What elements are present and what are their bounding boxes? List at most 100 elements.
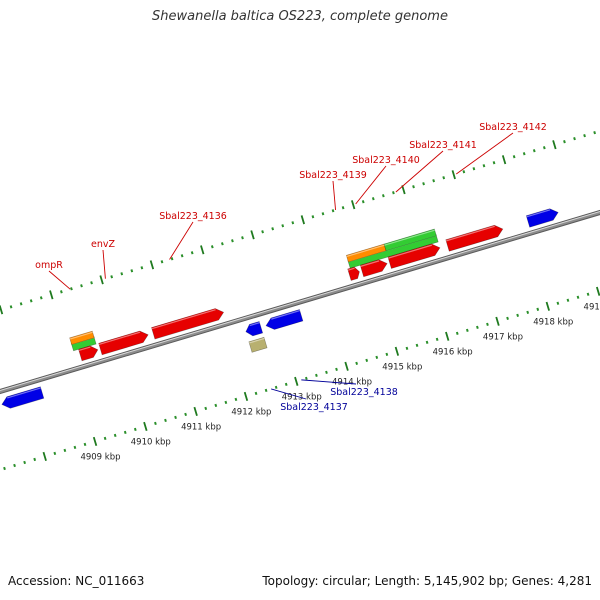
gene-sbal223-4136-arrow — [151, 308, 225, 340]
forward-track-minor-tick — [120, 272, 124, 276]
reverse-track-major-tick — [42, 451, 47, 462]
scale-label: 4917 kbp — [483, 333, 523, 343]
gene-sbal223-4136-arrow-highlight — [151, 309, 216, 330]
forward-track-minor-tick — [331, 209, 335, 213]
genome-title: Shewanella baltica OS223, complete genom… — [152, 9, 448, 24]
forward-track-minor-tick — [311, 215, 315, 219]
forward-track-major-tick — [99, 275, 104, 285]
feature-orange-box-highlight — [346, 244, 385, 258]
reverse-track-minor-tick — [365, 358, 369, 362]
feature-blue-box — [525, 208, 559, 228]
forward-track-minor-tick — [593, 131, 596, 135]
reverse-track-minor-tick — [556, 301, 560, 305]
forward-track-minor-tick — [583, 134, 586, 138]
reverse-track-major-tick — [445, 331, 450, 341]
feature-khaki-box — [248, 336, 268, 353]
forward-track-minor-tick — [371, 197, 375, 201]
gene-sbal223-4140-arrow-highlight — [360, 260, 380, 267]
forward-track-minor-tick — [492, 161, 496, 165]
reverse-track-minor-tick — [53, 451, 57, 456]
forward-track-minor-tick — [542, 146, 546, 150]
forward-track-major-tick — [0, 305, 4, 315]
forward-track-minor-tick — [271, 227, 275, 231]
gene-label: Sbal223_4137 — [280, 402, 348, 413]
tick-layer — [0, 131, 600, 471]
gene-ompr-arrow — [78, 345, 99, 362]
feature-blue-box-highlight — [7, 387, 41, 399]
reverse-track-major-tick — [193, 406, 198, 416]
reverse-track-major-tick — [545, 301, 550, 311]
gene-sbal223-4141-arrow — [387, 243, 441, 269]
backbone-line — [0, 210, 600, 394]
gene-sbal223-4137-arrow — [245, 321, 264, 337]
gene-label: Sbal223_4141 — [409, 140, 477, 151]
scale-label: 4910 kbp — [131, 438, 171, 448]
forward-track-minor-tick — [210, 245, 214, 249]
reverse-track-minor-tick — [224, 400, 228, 405]
reverse-track-minor-tick — [274, 385, 278, 390]
scale-label: 4914 kbp — [332, 378, 372, 388]
feature-khaki-box-highlight — [249, 337, 265, 344]
gene-envz-arrow — [98, 330, 149, 356]
reverse-track-minor-tick — [325, 370, 328, 374]
reverse-track-minor-tick — [23, 460, 26, 465]
scale-label: 4919 kbp — [584, 303, 600, 313]
reverse-track-major-tick — [294, 376, 299, 386]
backbone-layer — [0, 209, 600, 395]
gene-label-leader — [102, 249, 106, 279]
gene-label-leader — [456, 132, 514, 175]
forward-track-minor-tick — [422, 182, 425, 186]
forward-track-major-tick — [401, 185, 406, 195]
forward-track-minor-tick — [241, 236, 244, 240]
forward-track-minor-tick — [321, 212, 325, 216]
gene-sbal223-4138-arrow-highlight — [271, 310, 301, 320]
scale-label: 4918 kbp — [533, 318, 573, 328]
forward-track-minor-tick — [532, 149, 536, 153]
reverse-track-minor-tick — [164, 418, 167, 423]
reverse-track-minor-tick — [33, 457, 37, 462]
gene-sbal223-4137-arrow-highlight — [249, 322, 260, 327]
gene-label: Sbal223_4138 — [330, 387, 398, 398]
forward-track-major-tick — [501, 155, 507, 165]
forward-track-minor-tick — [130, 269, 134, 273]
reverse-track-minor-tick — [133, 427, 137, 432]
reverse-track-minor-tick — [586, 292, 590, 296]
gene-label-leader — [271, 388, 307, 400]
reverse-track-minor-tick — [264, 388, 268, 393]
forward-track-minor-tick — [9, 305, 13, 309]
forward-track-major-tick — [200, 245, 205, 255]
reverse-track-major-tick — [394, 346, 400, 356]
feature-green-box-highlight — [384, 229, 435, 246]
forward-track-minor-tick — [573, 137, 576, 141]
feature-layer — [1, 208, 559, 409]
forward-track-major-tick — [149, 260, 155, 270]
forward-track-minor-tick — [261, 230, 264, 234]
forward-track-minor-tick — [220, 242, 224, 246]
feature-blue-box-highlight — [526, 209, 551, 218]
reverse-track-minor-tick — [204, 406, 208, 411]
gene-sbal223-4138-arrow — [265, 309, 304, 330]
reverse-track-major-tick — [495, 316, 500, 326]
forward-track-minor-tick — [180, 254, 184, 258]
reverse-track-minor-tick — [455, 331, 459, 335]
gene-label-leader — [332, 180, 336, 211]
scale-label: 4915 kbp — [382, 363, 422, 373]
feature-blue-box — [1, 386, 45, 409]
forward-track-major-tick — [300, 215, 305, 225]
gene-sbal223-4139-arrow — [347, 266, 360, 281]
reverse-track-minor-tick — [465, 328, 469, 332]
gene-label-leader — [355, 165, 387, 205]
reverse-track-minor-tick — [536, 307, 540, 311]
forward-track-minor-tick — [462, 170, 466, 174]
reverse-track-minor-tick — [83, 442, 87, 447]
reverse-track-major-tick — [243, 391, 249, 401]
forward-track-minor-tick — [442, 176, 446, 180]
reverse-track-minor-tick — [355, 361, 359, 365]
reverse-track-major-tick — [344, 361, 349, 371]
forward-track-minor-tick — [19, 302, 23, 306]
forward-track-minor-tick — [60, 290, 63, 294]
forward-track-minor-tick — [110, 275, 114, 279]
forward-track-major-tick — [552, 140, 557, 150]
gene-envz-arrow-highlight — [98, 331, 141, 346]
